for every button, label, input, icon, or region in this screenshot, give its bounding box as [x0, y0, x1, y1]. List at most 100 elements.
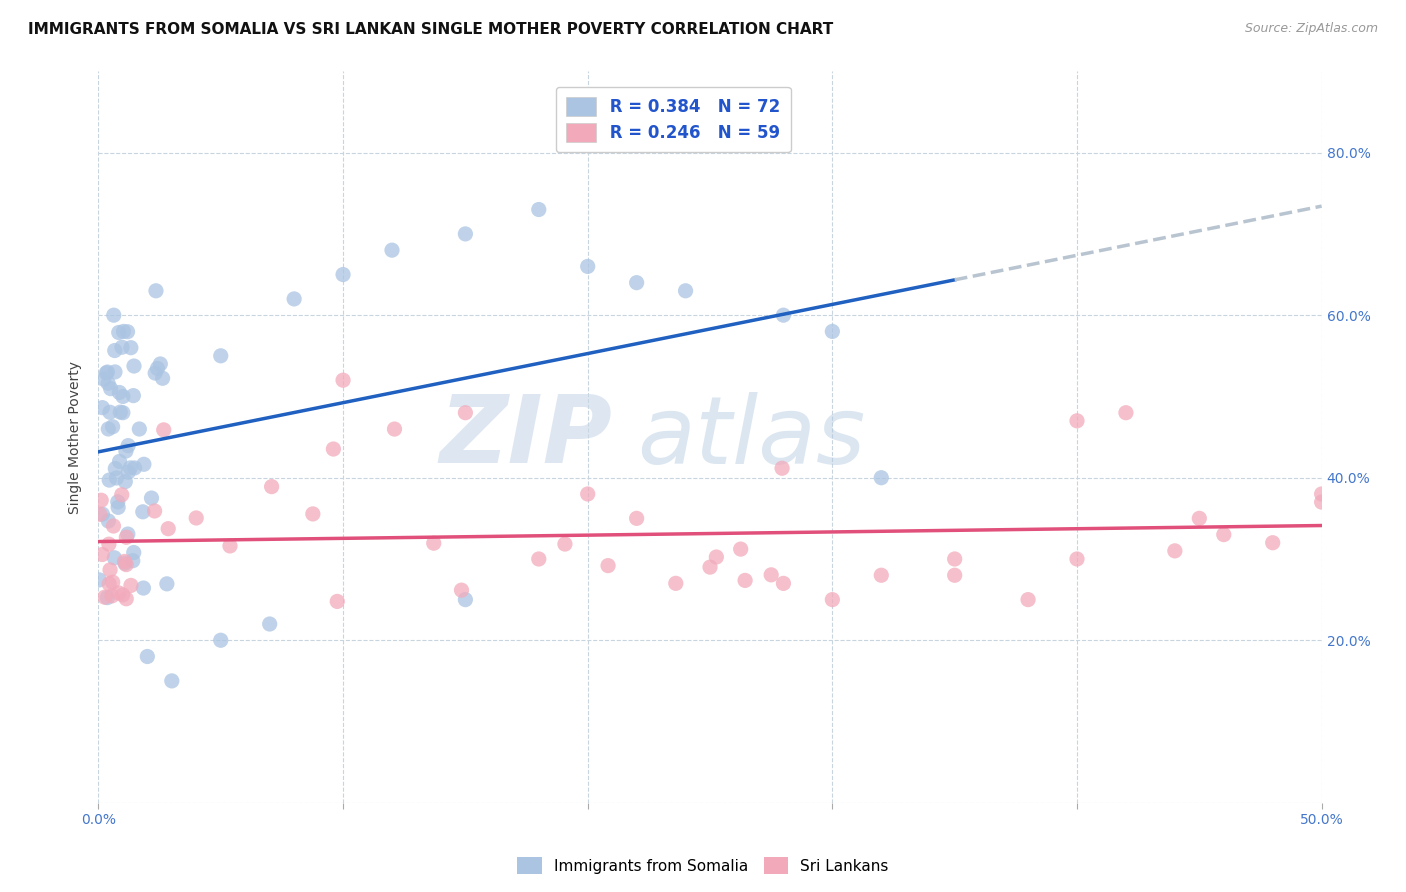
Point: [209, 633, 232, 648]
Point: [759, 567, 782, 582]
Point: [90, 493, 112, 508]
Point: [1212, 527, 1234, 541]
Point: [111, 406, 134, 420]
Point: [675, 284, 697, 298]
Point: [121, 554, 143, 568]
Point: [115, 591, 138, 606]
Point: [260, 480, 283, 494]
Point: [143, 504, 166, 518]
Point: [93, 590, 115, 604]
Point: [186, 511, 208, 525]
Point: [1188, 511, 1211, 525]
Point: [384, 422, 406, 436]
Point: [91, 548, 114, 562]
Point: [111, 588, 134, 602]
Point: [96, 591, 118, 605]
Point: [91, 507, 114, 521]
Point: [111, 340, 134, 354]
Point: [97, 422, 120, 436]
Point: [665, 576, 688, 591]
Point: [111, 488, 134, 502]
Point: [108, 454, 131, 468]
Point: [117, 527, 139, 541]
Point: [422, 536, 444, 550]
Point: [115, 444, 138, 458]
Point: [98, 405, 121, 419]
Point: [160, 673, 183, 688]
Point: [101, 589, 124, 603]
Point: [89, 573, 111, 587]
Y-axis label: Single Mother Poverty: Single Mother Poverty: [69, 360, 83, 514]
Point: [111, 389, 134, 403]
Point: [100, 382, 122, 396]
Point: [527, 202, 550, 217]
Point: [332, 373, 354, 387]
Point: [107, 500, 129, 515]
Point: [554, 537, 576, 551]
Point: [89, 508, 111, 522]
Point: [152, 371, 174, 385]
Point: [143, 366, 166, 380]
Point: [104, 461, 127, 475]
Point: [104, 365, 127, 379]
Point: [114, 475, 136, 489]
Point: [219, 539, 242, 553]
Point: [114, 554, 136, 568]
Point: [93, 372, 115, 386]
Point: [120, 341, 142, 355]
Point: [450, 583, 472, 598]
Point: [770, 461, 793, 475]
Point: [103, 519, 125, 533]
Point: [115, 530, 138, 544]
Point: [112, 325, 135, 339]
Point: [821, 325, 844, 339]
Point: [115, 558, 138, 572]
Point: [146, 361, 169, 376]
Point: [576, 260, 599, 274]
Point: [91, 401, 114, 415]
Point: [122, 359, 145, 373]
Point: [107, 326, 129, 340]
Point: [326, 594, 349, 608]
Point: [596, 558, 619, 573]
Point: [283, 292, 305, 306]
Point: [259, 617, 281, 632]
Point: [1310, 487, 1333, 501]
Point: [120, 578, 142, 592]
Point: [156, 577, 179, 591]
Point: [132, 505, 155, 519]
Point: [1066, 552, 1088, 566]
Point: [1164, 544, 1187, 558]
Point: [117, 439, 139, 453]
Point: [97, 376, 120, 391]
Point: [110, 405, 132, 419]
Point: [141, 491, 163, 505]
Point: [381, 243, 404, 257]
Point: [870, 568, 893, 582]
Point: [103, 550, 125, 565]
Point: [103, 308, 125, 322]
Point: [527, 552, 550, 566]
Point: [772, 576, 794, 591]
Point: [626, 511, 648, 525]
Point: [1261, 535, 1284, 549]
Point: [772, 308, 794, 322]
Point: [98, 563, 121, 577]
Point: [101, 575, 124, 590]
Point: [96, 365, 118, 379]
Point: [704, 549, 727, 564]
Point: [870, 471, 893, 485]
Point: [122, 389, 145, 403]
Legend: Immigrants from Somalia, Sri Lankans: Immigrants from Somalia, Sri Lankans: [512, 851, 894, 880]
Point: [1115, 406, 1137, 420]
Point: [114, 556, 136, 570]
Point: [322, 442, 344, 456]
Point: [943, 552, 966, 566]
Point: [98, 577, 121, 591]
Point: [107, 586, 129, 600]
Point: [124, 461, 146, 475]
Point: [117, 325, 139, 339]
Point: [132, 458, 155, 472]
Point: [104, 343, 127, 358]
Legend:  R = 0.384   N = 72,  R = 0.246   N = 59: R = 0.384 N = 72, R = 0.246 N = 59: [555, 87, 790, 153]
